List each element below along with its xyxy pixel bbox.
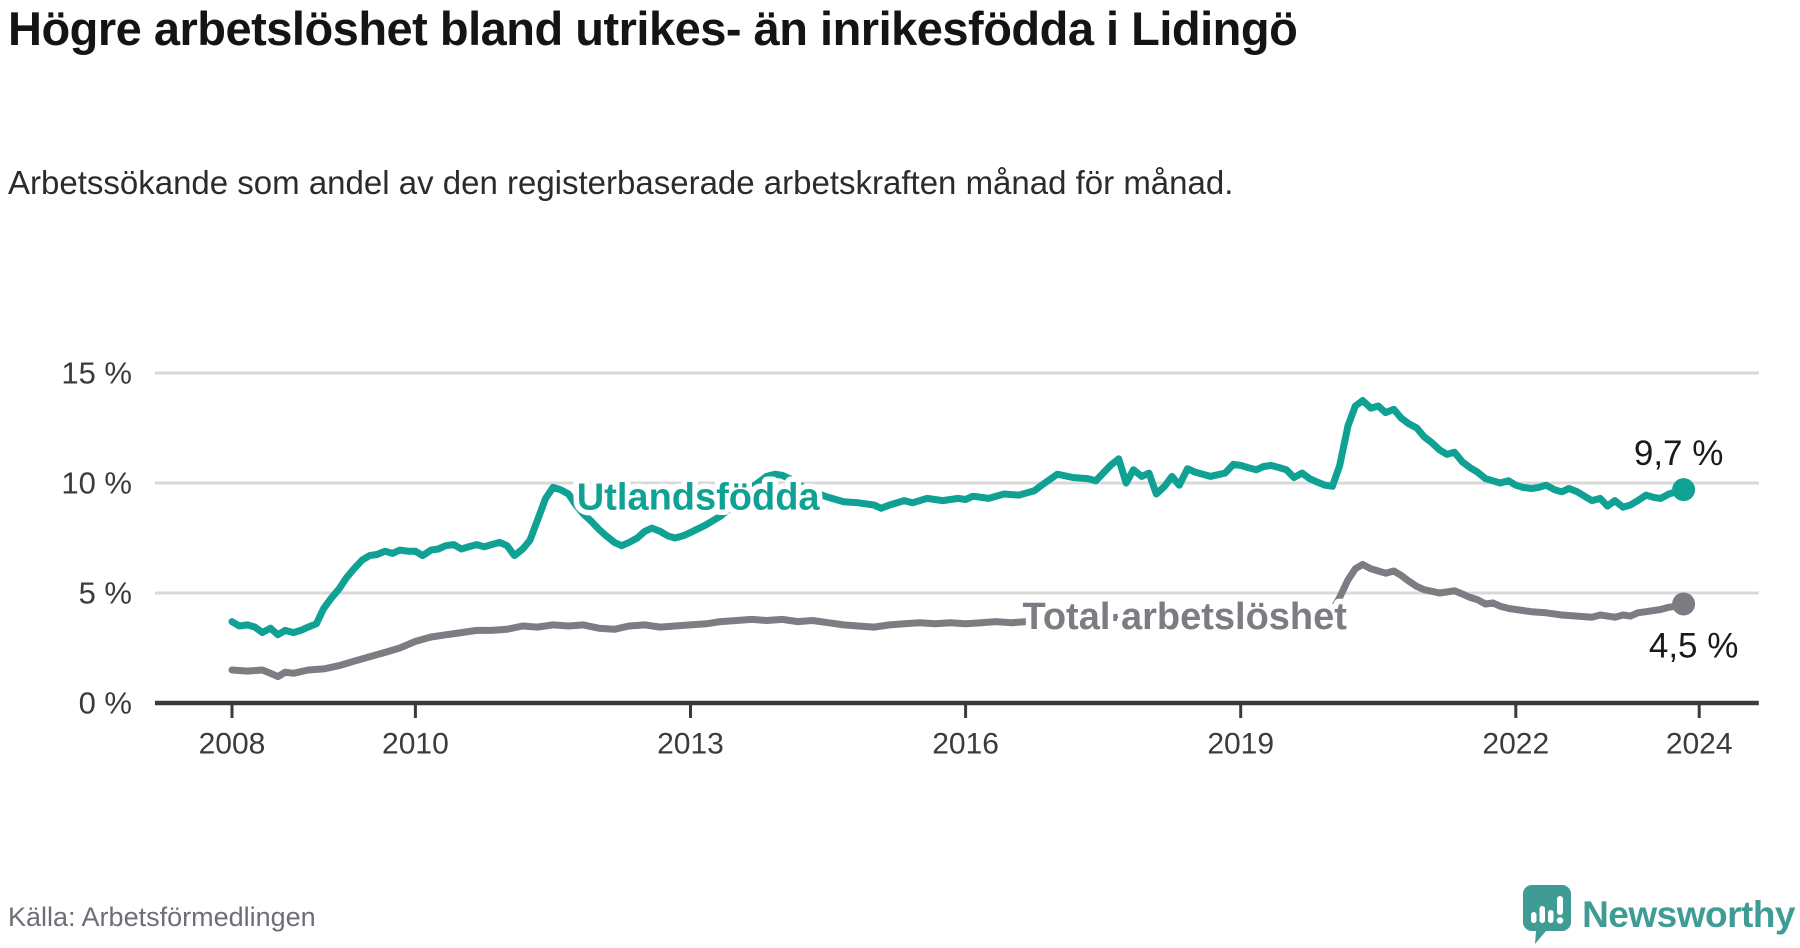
x-axis-tick-label: 2019 — [1207, 728, 1274, 761]
series-label: Utlandsfödda — [577, 476, 821, 518]
x-axis-tick-label: 2016 — [932, 728, 999, 761]
series-end-value-label: 9,7 % — [1634, 434, 1724, 473]
series-line-total-arbetsl-shet — [228, 560, 1688, 681]
brand-name: Newsworthy — [1582, 893, 1795, 935]
chart-subtitle: Arbetssökande som andel av den registerb… — [8, 164, 1234, 201]
line-chart-canvas: 0 % 5 % 10 % 15 % 2008 2010 2013 2016 2019 2022 20… — [61, 356, 1759, 761]
series-end-dot — [1672, 478, 1696, 502]
newsworthy-bubble-icon — [1523, 885, 1572, 944]
series-label: Total arbetslöshet — [1022, 596, 1347, 638]
newsworthy-logo: Newsworthy — [1522, 884, 1795, 945]
x-axis-tick-label: 2010 — [382, 728, 449, 761]
y-axis-tick-label: 0 % — [79, 686, 132, 721]
series-line-utlandsf-dda — [228, 397, 1688, 639]
x-axis-tick-label: 2022 — [1482, 728, 1549, 761]
x-axis-tick-label: 2008 — [199, 728, 266, 761]
x-axis-tick-label: 2013 — [657, 728, 724, 761]
x-axis-tick-label: 2024 — [1666, 728, 1733, 761]
series-end-value-label: 4,5 % — [1649, 627, 1739, 666]
page-title: Högre arbetslöshet bland utrikes- än inr… — [8, 2, 1298, 55]
series-end-dot — [1672, 592, 1696, 616]
y-axis-tick-label: 10 % — [61, 466, 132, 501]
y-axis-tick-label: 15 % — [61, 356, 132, 391]
source-note: Källa: Arbetsförmedlingen — [8, 902, 316, 932]
y-axis-tick-label: 5 % — [79, 576, 132, 611]
unemployment-line-chart: 0 % 5 % 10 % 15 % 2008 2010 2013 2016 2019 2022 20… — [0, 300, 1800, 820]
